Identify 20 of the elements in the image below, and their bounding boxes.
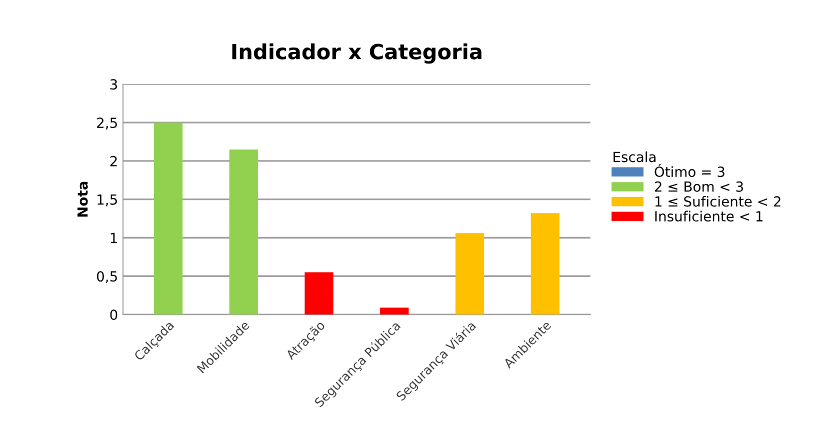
y-tick-label: 0: [110, 310, 118, 320]
legend-label: 1 ≤ Suficiente < 2: [655, 196, 780, 207]
bar: [380, 308, 409, 315]
y-tick-label: 2: [110, 156, 117, 166]
bar: [455, 233, 484, 315]
legend-label: 2 ≤ Bom < 3: [654, 181, 743, 192]
legend-label: Insuficiente < 1: [655, 210, 762, 222]
y-tick-label: 3: [110, 79, 118, 90]
chart-title: Indicador x Categoria: [232, 43, 482, 64]
bar: [229, 149, 258, 315]
y-tick-label: 1,5: [98, 194, 117, 206]
y-tick-label: 2,5: [97, 118, 117, 130]
bar: [304, 272, 334, 315]
y-axis-title: Nota: [77, 182, 88, 217]
bar: [530, 213, 560, 315]
y-tick-label: 1: [110, 232, 117, 244]
y-tick-label: 0,5: [96, 271, 117, 284]
legend-label: Ótimo = 3: [654, 164, 724, 178]
legend-title: Escala: [614, 151, 656, 162]
bar: [154, 122, 183, 315]
